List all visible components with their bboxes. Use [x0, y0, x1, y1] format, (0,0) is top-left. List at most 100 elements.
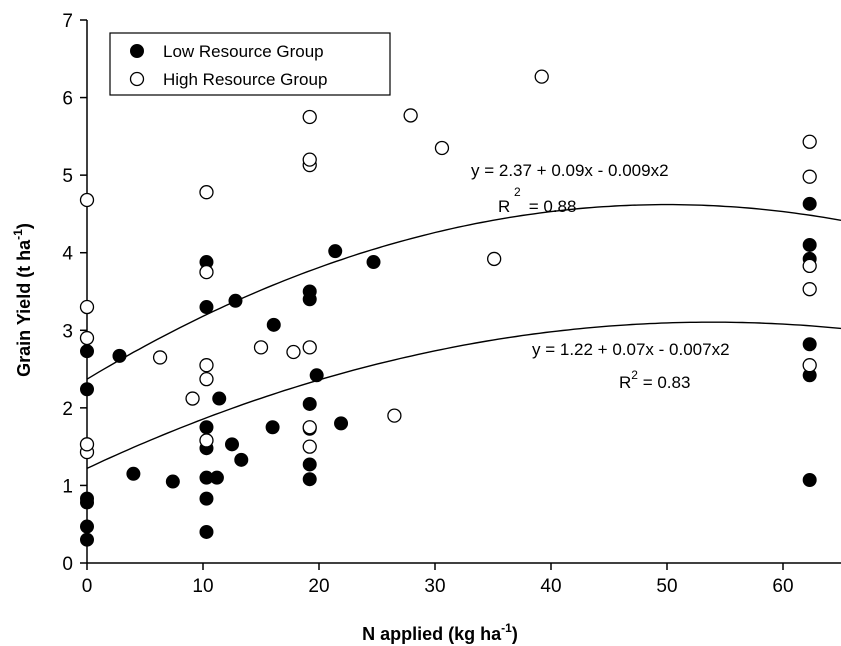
data-point-high: [253, 340, 269, 355]
fit-r2-low-label: R: [619, 373, 631, 392]
y-tick-label: 1: [62, 476, 73, 497]
data-point-high: [403, 108, 418, 123]
data-point-high: [534, 69, 549, 84]
x-axis-title-text: N applied (kg ha: [362, 624, 502, 644]
y-tick-label: 3: [62, 321, 73, 342]
data-point-low: [802, 472, 817, 487]
fit-r2-high: R2 = 0.88: [498, 185, 576, 216]
data-point-low: [366, 255, 381, 270]
data-point-high: [802, 134, 817, 149]
x-tick-label: 0: [82, 576, 93, 597]
data-point-low: [302, 396, 317, 411]
data-point-high: [302, 420, 317, 435]
data-point-low: [80, 344, 94, 359]
data-point-low: [266, 317, 281, 332]
data-points: [79, 69, 817, 547]
data-point-high: [487, 251, 502, 267]
data-point-low: [328, 244, 343, 259]
data-point-high: [434, 140, 450, 156]
data-point-low: [302, 457, 317, 472]
data-point-low: [225, 437, 239, 452]
legend-label-high: High Resource Group: [163, 70, 327, 89]
data-point-high: [79, 299, 95, 315]
y-axis-title-end: ): [14, 223, 34, 229]
x-tick-label: 10: [192, 576, 213, 597]
fit-r2-high-value: = 0.88: [524, 197, 576, 216]
data-point-low: [199, 420, 214, 435]
x-tick-label: 40: [540, 576, 561, 597]
x-ticks: 0 10 20 30 40 50 60: [82, 563, 794, 597]
legend-box: [109, 32, 391, 96]
y-tick-label: 5: [62, 166, 73, 187]
data-point-high: [199, 264, 214, 280]
y-tick-label: 6: [62, 89, 73, 110]
legend-marker-low: [130, 44, 144, 58]
axes: 0 10 20 30 40 50 60 0 1 2 3 4 5 6 7: [62, 11, 841, 597]
x-tick-label: 30: [424, 576, 445, 597]
data-point-low: [112, 348, 127, 363]
fit-lines: [86, 203, 841, 470]
fit-r2-low-value: = 0.83: [638, 373, 690, 392]
y-tick-label: 2: [62, 399, 73, 420]
data-point-high: [79, 330, 95, 346]
fit-r2-high-sup: 2: [514, 185, 521, 199]
data-point-low: [199, 524, 214, 539]
data-point-low: [265, 420, 280, 435]
data-point-high: [199, 185, 214, 200]
data-point-high: [79, 437, 95, 452]
data-point-high: [302, 340, 317, 355]
y-axis-title-text: Grain Yield (t ha: [14, 239, 34, 377]
x-tick-label: 50: [656, 576, 677, 597]
data-point-low: [80, 491, 94, 506]
data-point-high: [802, 258, 817, 274]
data-point-low: [199, 300, 214, 315]
data-point-low: [199, 491, 214, 506]
data-point-high: [199, 372, 214, 387]
x-tick-label: 20: [308, 576, 329, 597]
data-point-high: [199, 358, 214, 373]
data-point-low: [80, 532, 94, 547]
x-axis-title-end: ): [512, 624, 518, 644]
data-point-low: [302, 472, 317, 487]
data-point-low: [80, 519, 94, 534]
fit-r2-high-label: R: [498, 197, 510, 216]
x-tick-label: 60: [772, 576, 793, 597]
data-point-high: [802, 282, 817, 297]
data-point-high: [802, 169, 817, 184]
data-point-low: [334, 416, 349, 431]
data-point-high: [185, 391, 200, 406]
data-point-low: [126, 466, 141, 481]
y-axis-title-sup: -1: [11, 229, 25, 240]
legend-marker-high: [129, 71, 145, 87]
fit-equation-high: y = 2.37 + 0.09x - 0.009x2: [471, 161, 669, 180]
data-point-low: [309, 368, 324, 383]
data-point-low: [212, 391, 227, 406]
data-point-high: [79, 192, 95, 208]
legend: Low Resource Group High Resource Group: [109, 32, 391, 96]
data-point-low: [802, 337, 817, 352]
y-axis-title: Grain Yield (t ha-1): [11, 223, 34, 377]
data-point-high: [302, 109, 317, 125]
fit-r2-low: R2 = 0.83: [619, 368, 690, 392]
data-point-low: [302, 284, 317, 299]
data-point-low: [228, 293, 243, 308]
data-point-low: [234, 452, 249, 467]
fit-equation-low: y = 1.22 + 0.07x - 0.007x2: [532, 340, 730, 359]
data-point-low: [802, 196, 817, 211]
fit-r2-low-sup: 2: [631, 368, 638, 382]
x-axis-title-sup: -1: [501, 621, 512, 635]
data-point-low: [80, 382, 94, 397]
data-point-low: [802, 237, 817, 252]
data-point-high: [302, 152, 317, 167]
data-point-high: [802, 358, 817, 373]
data-point-high: [387, 408, 402, 423]
data-point-high: [286, 344, 301, 360]
fit-curve-high: [86, 203, 841, 380]
data-point-high: [302, 439, 317, 454]
x-axis-title: N applied (kg ha-1): [362, 621, 518, 644]
y-tick-label: 4: [62, 244, 73, 265]
data-point-low: [165, 474, 180, 489]
legend-label-low: Low Resource Group: [163, 42, 324, 61]
data-point-high: [152, 350, 168, 365]
